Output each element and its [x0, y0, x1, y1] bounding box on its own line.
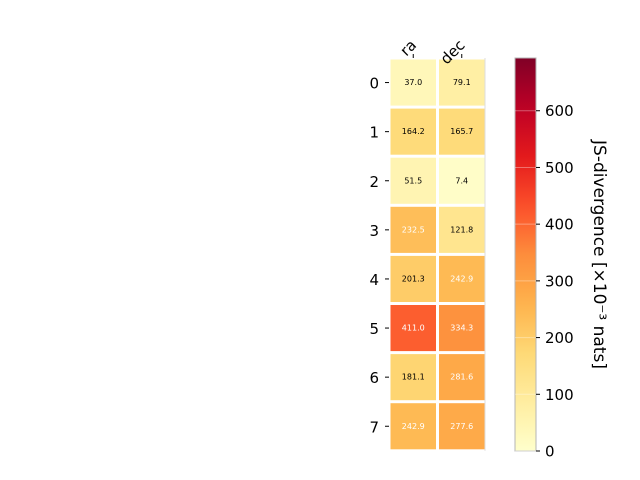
row-label: 7	[369, 418, 379, 436]
row-label: 0	[369, 75, 379, 93]
cell-value-label: 121.8	[450, 225, 473, 234]
row-label: 5	[369, 320, 379, 338]
heatmap-cell	[390, 354, 436, 401]
heatmap-cell	[439, 354, 485, 401]
cell-value-label: 334.3	[450, 324, 473, 333]
cell-value-label: 201.3	[402, 274, 425, 283]
heatmap-cell	[390, 157, 436, 204]
heatmap-cell	[390, 255, 436, 302]
cell-value-label: 242.9	[450, 274, 473, 283]
colorbar-tick-label: 600	[545, 102, 574, 120]
row-label: 6	[369, 369, 379, 387]
row-label: 1	[369, 124, 379, 142]
row-label: 2	[369, 173, 379, 191]
row-label: 3	[369, 222, 379, 240]
heatmap-cell	[439, 255, 485, 302]
heatmap-cell	[390, 206, 436, 253]
colorbar-tick-label: 100	[545, 386, 574, 404]
heatmap-cell	[439, 59, 485, 106]
colorbar-tick-label: 300	[545, 272, 574, 290]
colorbar-tick-label: 500	[545, 159, 574, 177]
colorbar-tick-label: 0	[545, 443, 555, 461]
colorbar-tick-label: 400	[545, 216, 574, 234]
cell-value-label: 277.6	[450, 422, 473, 431]
cell-value-label: 165.7	[450, 127, 473, 136]
cell-value-label: 51.5	[404, 176, 422, 185]
heatmap-cell	[390, 403, 436, 450]
heatmap-cell	[390, 108, 436, 155]
cell-value-label: 37.0	[404, 78, 422, 87]
heatmap-cell	[439, 157, 485, 204]
cell-value-label: 181.1	[402, 373, 425, 382]
cell-value-label: 242.9	[402, 422, 425, 431]
colorbar-label: JS-divergence [×10⁻³ nats]	[589, 139, 609, 369]
cell-value-label: 232.5	[402, 225, 425, 234]
heatmap-cell	[390, 59, 436, 106]
heatmap-cell	[439, 206, 485, 253]
colorbar	[514, 57, 537, 452]
column-label: ra	[396, 36, 420, 60]
cell-value-label: 164.2	[402, 127, 425, 136]
row-label: 4	[369, 271, 379, 289]
cell-value-label: 281.6	[450, 373, 473, 382]
cell-value-label: 79.1	[453, 78, 471, 87]
cell-value-label: 7.4	[455, 176, 468, 185]
heatmap-cell	[439, 403, 485, 450]
heatmap-cell	[439, 108, 485, 155]
heatmap-cell	[390, 305, 436, 352]
heatmap-cell	[439, 305, 485, 352]
colorbar-tick-label: 200	[545, 329, 574, 347]
cell-value-label: 411.0	[402, 324, 425, 333]
